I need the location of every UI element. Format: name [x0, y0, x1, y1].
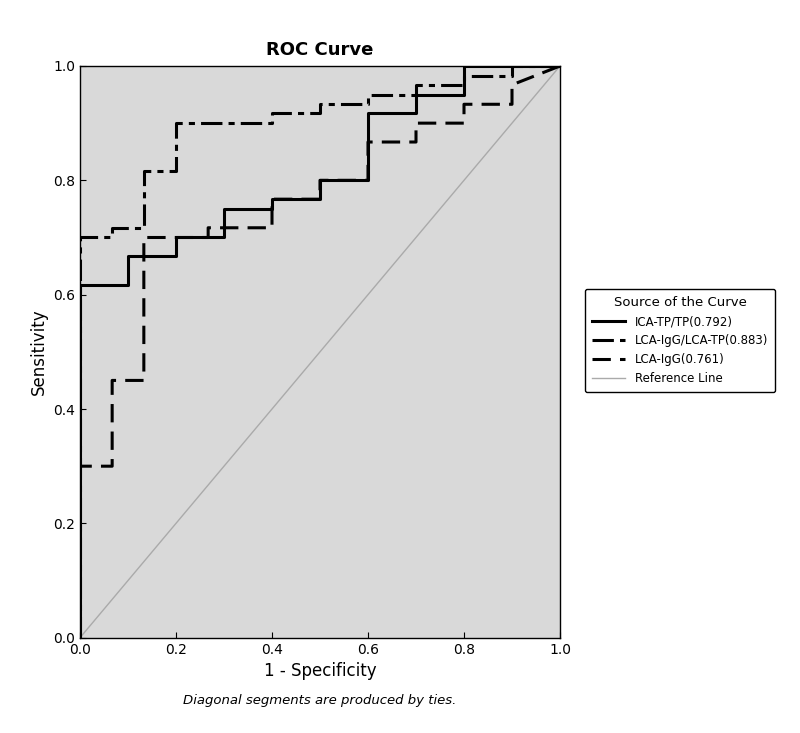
Text: Diagonal segments are produced by ties.: Diagonal segments are produced by ties.	[183, 693, 457, 707]
Y-axis label: Sensitivity: Sensitivity	[30, 309, 47, 395]
X-axis label: 1 - Specificity: 1 - Specificity	[264, 662, 376, 680]
Title: ROC Curve: ROC Curve	[266, 41, 374, 59]
Legend: ICA-TP/TP(0.792), LCA-IgG/LCA-TP(0.883), LCA-IgG(0.761), Reference Line: ICA-TP/TP(0.792), LCA-IgG/LCA-TP(0.883),…	[585, 289, 775, 392]
